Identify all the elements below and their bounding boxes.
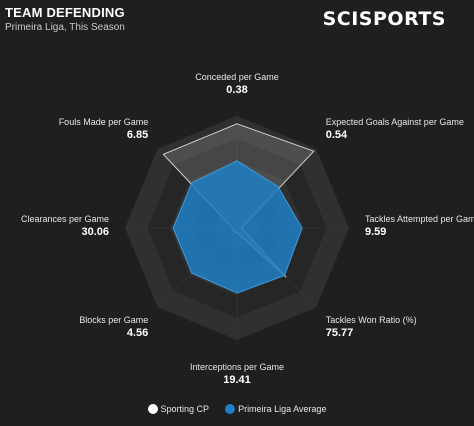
axis-label-2: Expected Goals Against per Game <box>326 117 464 127</box>
scisports-logo: SCISPORTS <box>322 8 446 30</box>
axis-label-3: Tackles Attempted per Game <box>365 214 474 224</box>
radar-series-league <box>172 160 303 294</box>
axis-value-1: 0.38 <box>226 84 247 96</box>
axis-label-1: Conceded per Game <box>195 72 279 82</box>
legend: Sporting CP Primeira Liga Average <box>0 404 474 414</box>
axis-value-3: 9.59 <box>365 226 386 238</box>
axis-label-5: Interceptions per Game <box>190 362 284 372</box>
legend-label-team: Sporting CP <box>160 404 210 414</box>
legend-item-league[interactable]: Primeira Liga Average <box>225 404 326 414</box>
axis-value-4: 75.77 <box>326 327 354 339</box>
legend-swatch-team <box>147 404 158 414</box>
axis-value-7: 30.06 <box>81 226 109 238</box>
axis-label-8: Fouls Made per Game <box>59 117 149 127</box>
axis-labels: Conceded per Game 0.38 Expected Goals Agai… <box>21 72 474 386</box>
axis-label-4: Tackles Won Ratio (%) <box>326 315 417 325</box>
legend-label-league: Primeira Liga Average <box>238 404 327 414</box>
legend-swatch-league <box>225 404 236 414</box>
axis-value-8: 6.85 <box>127 129 148 141</box>
axis-value-6: 4.56 <box>127 327 148 339</box>
axis-value-5: 19.41 <box>223 374 251 386</box>
axis-value-2: 0.54 <box>326 129 348 141</box>
chart-title: TEAM DEFENDING <box>5 5 125 20</box>
legend-item-team[interactable]: Sporting CP <box>147 404 210 414</box>
radar-series <box>162 123 315 294</box>
axis-label-7: Clearances per Game <box>21 214 109 224</box>
chart-subtitle: Primeira Liga, This Season <box>5 22 125 33</box>
axis-label-6: Blocks per Game <box>79 315 148 325</box>
